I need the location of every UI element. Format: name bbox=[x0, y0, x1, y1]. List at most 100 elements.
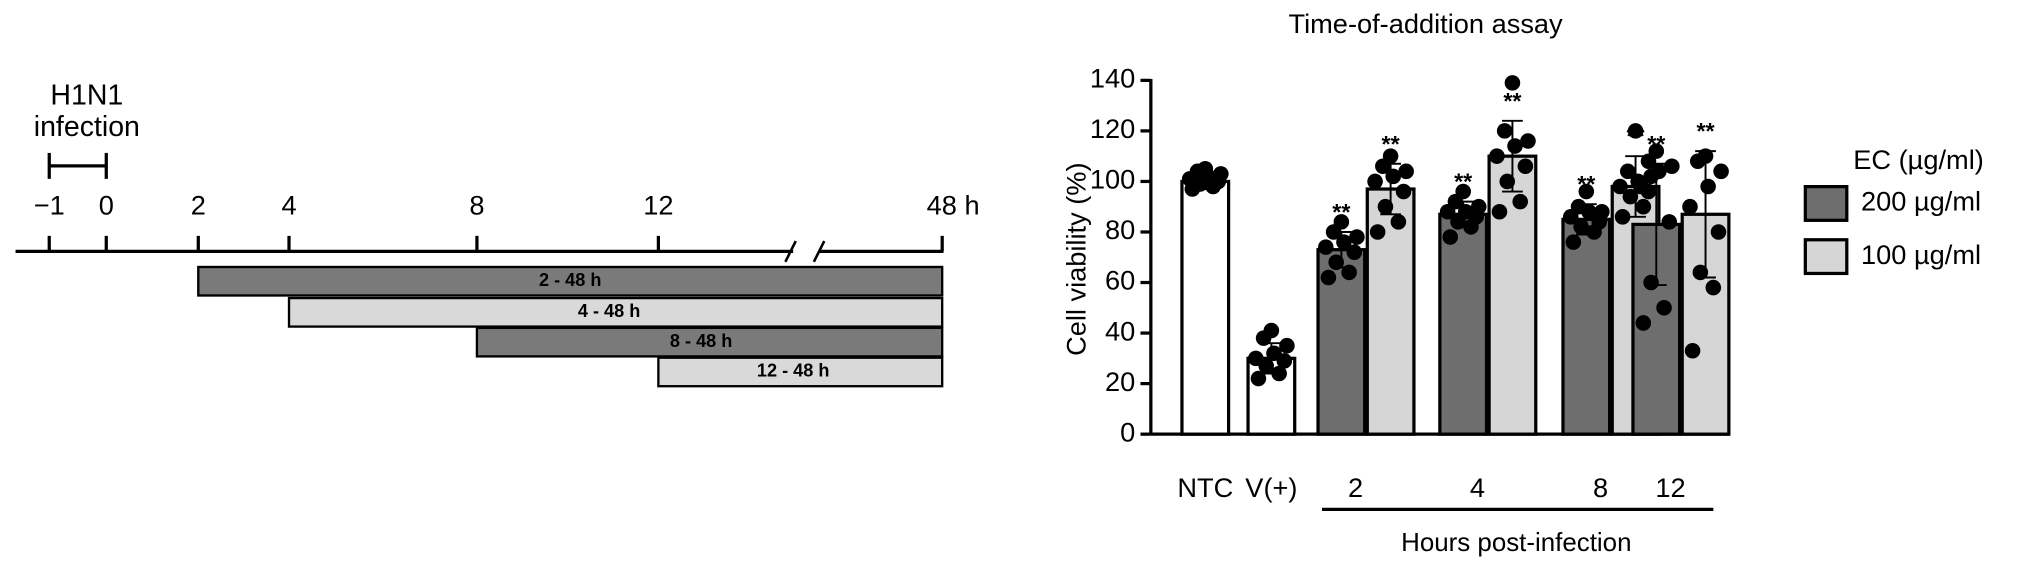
y-tick-label: 100 bbox=[1090, 164, 1135, 195]
infection-label: H1N1 bbox=[50, 80, 123, 112]
error-bar bbox=[1194, 172, 1216, 190]
data-point bbox=[1504, 75, 1521, 91]
data-point bbox=[1622, 188, 1639, 205]
data-point bbox=[1442, 229, 1458, 245]
data-point bbox=[1320, 269, 1337, 286]
data-point bbox=[1382, 148, 1399, 164]
timeline-tick-label: −1 bbox=[34, 190, 65, 221]
data-point bbox=[1643, 274, 1659, 291]
data-point bbox=[1651, 163, 1667, 180]
data-point bbox=[1565, 234, 1582, 250]
error-bar bbox=[1645, 162, 1667, 287]
error-bar bbox=[1330, 231, 1352, 269]
significance: ** bbox=[1454, 169, 1473, 195]
data-point bbox=[1682, 198, 1698, 215]
data-point bbox=[1279, 337, 1295, 354]
x-tick-label: 12 bbox=[1655, 472, 1685, 503]
data-point bbox=[1512, 193, 1528, 210]
treatment-label: 4 - 48 h bbox=[578, 301, 640, 321]
treatment-bar bbox=[657, 356, 944, 388]
treatment-bar bbox=[287, 296, 944, 328]
data-point bbox=[1573, 219, 1589, 235]
treatment-bar bbox=[197, 265, 944, 297]
y-tick-label: 140 bbox=[1090, 63, 1135, 94]
significance: ** bbox=[1382, 131, 1401, 157]
data-point bbox=[1341, 264, 1357, 281]
data-point bbox=[1684, 342, 1701, 359]
data-point bbox=[1333, 214, 1350, 230]
data-point bbox=[1507, 138, 1523, 154]
data-point bbox=[1197, 161, 1214, 177]
data-point bbox=[1349, 229, 1365, 245]
y-tick-label: 80 bbox=[1105, 214, 1135, 245]
y-tick-label: 40 bbox=[1105, 315, 1135, 346]
y-tick-label: 20 bbox=[1105, 366, 1135, 397]
x-axis-label: Hours post-infection bbox=[1401, 529, 1631, 557]
error-bar bbox=[1575, 203, 1597, 236]
data-point bbox=[1266, 345, 1282, 362]
data-point bbox=[1385, 168, 1401, 185]
data-point bbox=[1318, 239, 1334, 255]
axis-break bbox=[784, 240, 797, 263]
data-point bbox=[1620, 163, 1636, 180]
legend-swatch bbox=[1803, 185, 1849, 222]
data-point bbox=[1213, 166, 1229, 182]
significance: ** bbox=[1696, 118, 1715, 144]
data-point bbox=[1648, 143, 1665, 159]
timeline-tick-label: 2 bbox=[191, 190, 206, 221]
infection-label: infection bbox=[34, 111, 140, 143]
timeline-tick-label: 8 bbox=[469, 190, 484, 221]
x-tick-label: V(+) bbox=[1245, 472, 1297, 503]
data-point bbox=[1705, 279, 1722, 296]
data-point bbox=[1367, 173, 1383, 190]
data-point bbox=[1635, 315, 1652, 331]
timeline-tick-label: 12 bbox=[643, 190, 673, 221]
data-point bbox=[1346, 244, 1363, 260]
error-bar bbox=[1452, 200, 1474, 228]
significance: ** bbox=[1647, 131, 1666, 157]
data-point bbox=[1369, 224, 1386, 240]
data-point bbox=[1395, 183, 1412, 200]
data-point bbox=[1455, 183, 1471, 200]
data-point bbox=[1664, 158, 1680, 175]
data-point bbox=[1263, 322, 1280, 339]
data-point bbox=[1491, 203, 1508, 220]
bar bbox=[1180, 179, 1231, 436]
data-point bbox=[1390, 214, 1407, 230]
data-point bbox=[1614, 209, 1631, 225]
legend-swatch bbox=[1803, 238, 1849, 276]
data-point bbox=[1661, 214, 1678, 230]
legend-label: 100 µg/ml bbox=[1861, 239, 1981, 270]
data-point bbox=[1520, 133, 1536, 149]
figure-body: H1N1 infection Hours post-infection Time… bbox=[15, 8, 1984, 557]
legend-label: 200 µg/ml bbox=[1861, 186, 1981, 217]
bar bbox=[1561, 217, 1612, 436]
data-point bbox=[1248, 350, 1264, 367]
data-point bbox=[1710, 224, 1727, 240]
timeline-tick-label: 0 bbox=[99, 190, 114, 221]
bar bbox=[1438, 212, 1489, 436]
data-point bbox=[1328, 254, 1344, 271]
data-point bbox=[1570, 198, 1587, 215]
y-tick-label: 0 bbox=[1120, 416, 1135, 447]
y-tick-label: 120 bbox=[1090, 113, 1135, 144]
x-tick-label: 2 bbox=[1348, 472, 1363, 503]
significance: ** bbox=[1626, 123, 1645, 149]
legend-title: EC (µg/ml) bbox=[1853, 144, 1984, 175]
x-tick-label: NTC bbox=[1177, 472, 1233, 503]
data-point bbox=[1692, 264, 1709, 281]
error-bar bbox=[1261, 342, 1282, 375]
timeline-tick-label: 48 h bbox=[927, 190, 980, 221]
data-point bbox=[1499, 173, 1516, 190]
data-point bbox=[1578, 183, 1595, 200]
data-point bbox=[1377, 198, 1394, 215]
data-point bbox=[1470, 198, 1487, 215]
chart-title: Time-of-addition assay bbox=[1289, 8, 1564, 39]
error-bar bbox=[1695, 150, 1716, 279]
x-tick-label: 4 bbox=[1470, 472, 1485, 503]
axis-break bbox=[812, 240, 826, 263]
data-point bbox=[1517, 158, 1534, 175]
data-point bbox=[1458, 203, 1474, 220]
treatment-label: 8 - 48 h bbox=[670, 331, 732, 351]
